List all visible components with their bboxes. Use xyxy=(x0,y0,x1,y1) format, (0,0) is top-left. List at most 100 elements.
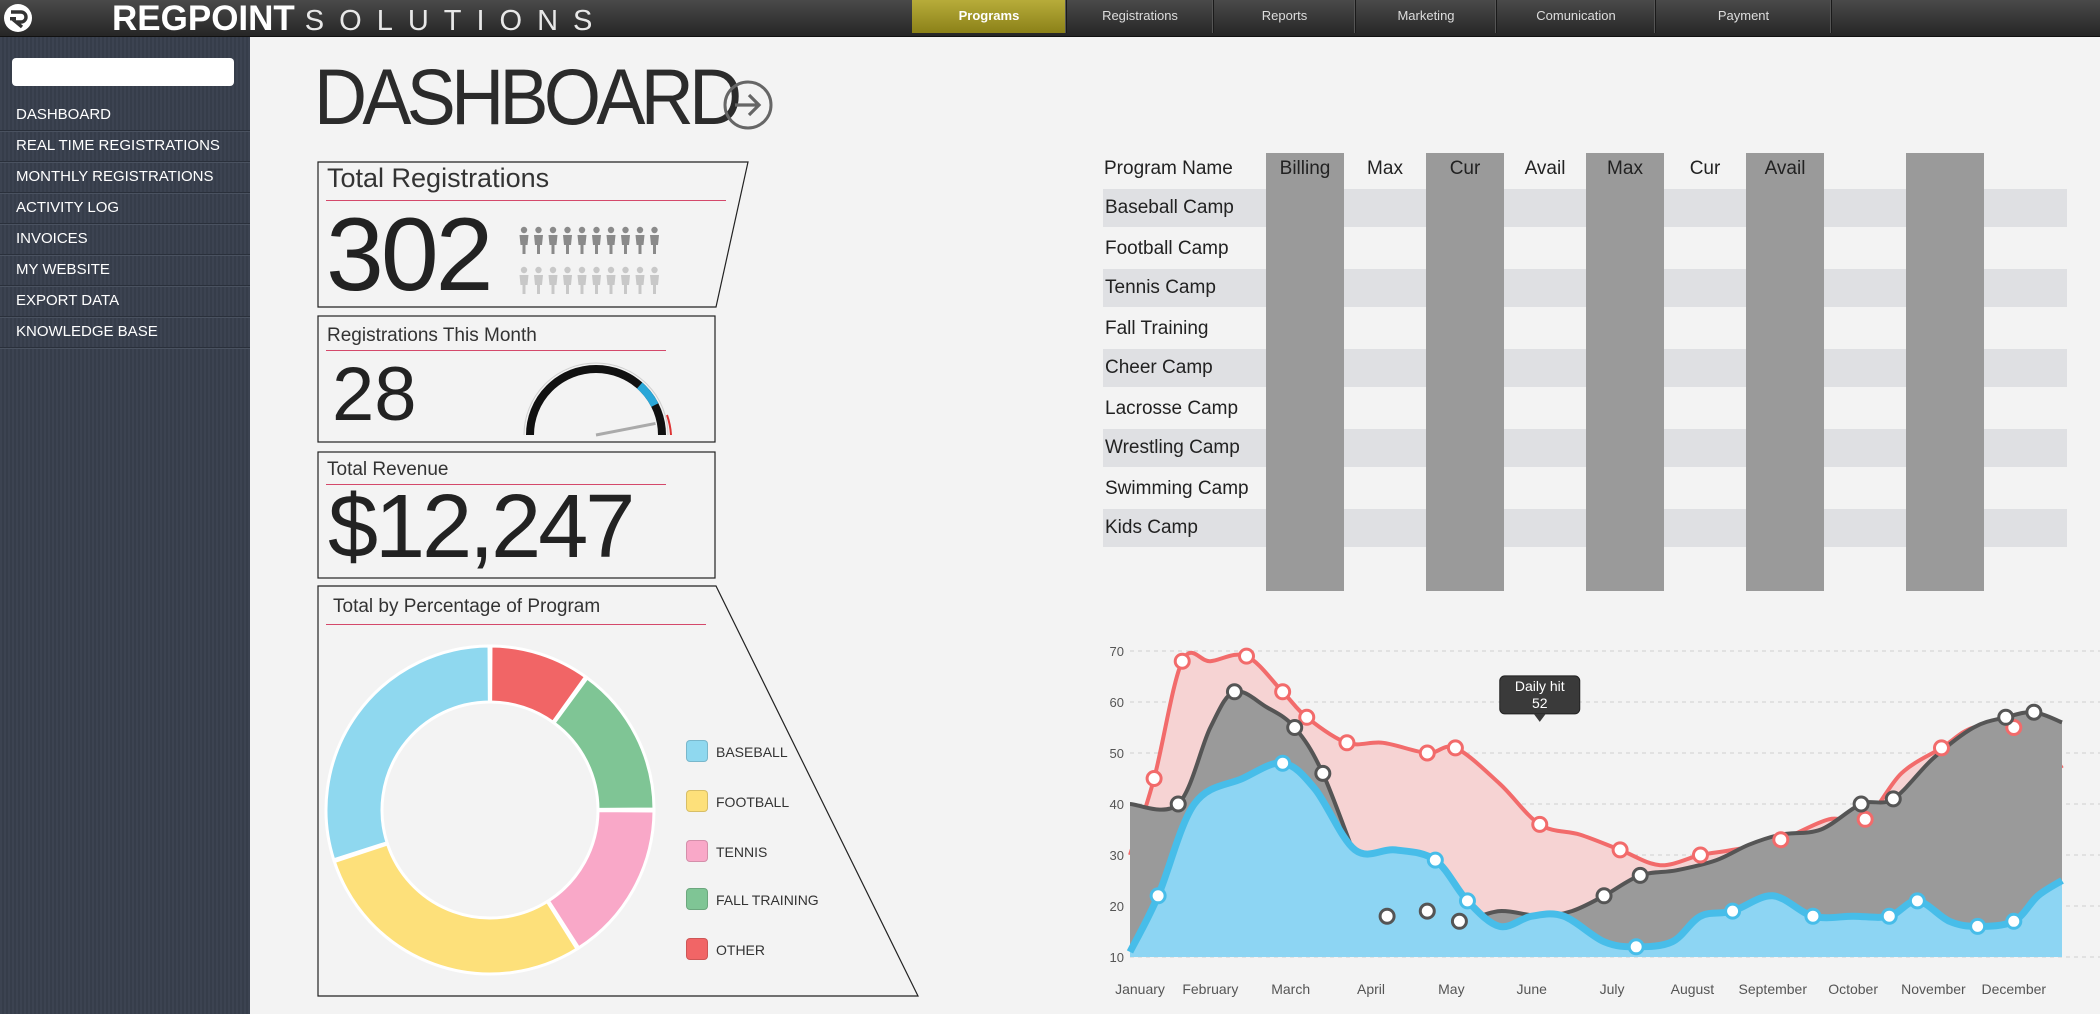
data-point xyxy=(1997,708,2015,726)
person-icon xyxy=(635,226,645,254)
top-bar: REGPOINT SOLUTIONS Programs Registrations… xyxy=(0,0,2100,38)
series-line-2 xyxy=(1126,759,2064,954)
sidebar: DASHBOARD REAL TIME REGISTRATIONS MONTHL… xyxy=(0,37,250,1014)
table-row-name[interactable]: Tennis Camp xyxy=(1105,277,1216,298)
table-row-name[interactable]: Football Camp xyxy=(1105,238,1229,259)
tab-marketing[interactable]: Marketing xyxy=(1356,0,1497,33)
data-point xyxy=(1418,902,1436,920)
person-icon xyxy=(534,226,543,254)
x-tick-label: October xyxy=(1828,981,1878,997)
person-icon xyxy=(650,226,659,254)
person-icon xyxy=(548,226,558,254)
data-point xyxy=(2005,912,2023,930)
table-row-name[interactable]: Lacrosse Camp xyxy=(1105,398,1239,419)
gauge-needle xyxy=(595,421,656,437)
table-header-cur[interactable]: Cur xyxy=(1449,158,1481,179)
data-point xyxy=(1969,917,1987,935)
table-header-max-2[interactable]: Max xyxy=(1607,158,1643,179)
data-point xyxy=(1880,907,1898,925)
x-tick-label: December xyxy=(1981,981,2046,997)
x-tick-label: November xyxy=(1901,981,1966,997)
legend-swatch-tennis xyxy=(686,840,708,862)
x-tick-label: May xyxy=(1438,981,1464,997)
data-point xyxy=(1298,708,1316,726)
data-point xyxy=(1450,912,1468,930)
page-title: DASHBOARD xyxy=(314,52,742,141)
person-icon xyxy=(592,226,601,254)
sidebar-item-activity-log[interactable]: ACTIVITY LOG xyxy=(0,193,250,224)
total-revenue-value: $12,247 xyxy=(328,477,635,577)
table-column-shade xyxy=(1906,153,1984,591)
person-icon xyxy=(577,266,587,294)
data-point xyxy=(1856,810,1874,828)
person-icon xyxy=(563,266,572,294)
table-column-shade xyxy=(1266,153,1344,591)
data-point xyxy=(1238,647,1255,665)
data-point xyxy=(1631,866,1649,884)
table-row-name[interactable]: Swimming Camp xyxy=(1105,478,1249,499)
tab-programs[interactable]: Programs xyxy=(912,0,1067,33)
legend-swatch-other xyxy=(686,938,708,960)
person-icon xyxy=(606,266,616,294)
series-line-1 xyxy=(1129,689,2063,924)
data-point xyxy=(1274,754,1292,772)
data-point xyxy=(1724,902,1742,920)
arrow-right-circle-icon[interactable] xyxy=(722,79,774,131)
brand-logo[interactable]: REGPOINT SOLUTIONS xyxy=(112,0,608,38)
tab-registrations[interactable]: Registrations xyxy=(1067,0,1214,33)
table-row-name[interactable]: Baseball Camp xyxy=(1105,197,1234,218)
table-header-max[interactable]: Max xyxy=(1367,158,1403,179)
table-header-cur-2[interactable]: Cur xyxy=(1689,158,1721,179)
data-point xyxy=(1225,683,1243,701)
table-row-name[interactable]: Cheer Camp xyxy=(1105,357,1213,378)
tab-comunication[interactable]: Comunication xyxy=(1497,0,1656,33)
table-header-program-name[interactable]: Program Name xyxy=(1104,158,1233,179)
table-column-shade xyxy=(1586,153,1664,591)
legend-label-baseball: BASEBALL xyxy=(716,744,788,760)
table-header-avail[interactable]: Avail xyxy=(1524,158,1566,179)
gauge-icon xyxy=(523,362,672,437)
data-point xyxy=(1378,907,1396,925)
donut-slice-football xyxy=(332,842,580,976)
search-input[interactable] xyxy=(12,58,234,86)
sidebar-item-my-website[interactable]: MY WEBSITE xyxy=(0,255,250,286)
legend-label-tennis: TENNIS xyxy=(716,844,768,860)
person-icon xyxy=(577,226,587,254)
tab-reports[interactable]: Reports xyxy=(1214,0,1356,33)
regpoint-logo-icon[interactable] xyxy=(2,2,34,34)
sidebar-item-knowledge-base[interactable]: KNOWLEDGE BASE xyxy=(0,317,250,348)
person-icon xyxy=(635,266,645,294)
main-nav: Programs Registrations Reports Marketing… xyxy=(912,0,1832,33)
data-point xyxy=(1691,846,1709,864)
table-row-name[interactable]: Fall Training xyxy=(1105,318,1209,339)
data-point xyxy=(1274,683,1292,701)
brand-light: SOLUTIONS xyxy=(304,5,608,37)
legend-swatch-baseball xyxy=(686,740,708,762)
table-row-name[interactable]: Wrestling Camp xyxy=(1105,437,1240,458)
table-header-avail-2[interactable]: Avail xyxy=(1764,158,1806,179)
sidebar-item-real-time-registrations[interactable]: REAL TIME REGISTRATIONS xyxy=(0,131,250,162)
brand-bold: REGPOINT xyxy=(112,0,295,38)
sidebar-item-dashboard[interactable]: DASHBOARD xyxy=(0,100,250,131)
tab-payment[interactable]: Payment xyxy=(1656,0,1832,33)
data-point xyxy=(1772,831,1790,849)
data-point xyxy=(1173,652,1191,670)
sidebar-item-monthly-registrations[interactable]: MONTHLY REGISTRATIONS xyxy=(0,162,250,193)
y-tick-label: 70 xyxy=(1110,644,1124,659)
table-header-billing[interactable]: Billing xyxy=(1279,158,1331,179)
x-tick-label: July xyxy=(1600,981,1625,997)
sidebar-item-invoices[interactable]: INVOICES xyxy=(0,224,250,255)
table-column-shade xyxy=(1426,153,1504,591)
data-point xyxy=(1884,790,1902,808)
table-row-name[interactable]: Kids Camp xyxy=(1105,517,1198,538)
sidebar-menu: DASHBOARD REAL TIME REGISTRATIONS MONTHL… xyxy=(0,100,250,348)
person-icon xyxy=(548,266,558,294)
sidebar-item-export-data[interactable]: EXPORT DATA xyxy=(0,286,250,317)
donut-slice-baseball xyxy=(324,644,491,862)
data-point xyxy=(1627,938,1645,956)
donut-slice-other xyxy=(489,644,588,725)
x-tick-label: March xyxy=(1271,981,1310,997)
data-point xyxy=(1531,815,1549,833)
table-column-shade xyxy=(1746,153,1824,591)
data-point xyxy=(1611,841,1629,859)
